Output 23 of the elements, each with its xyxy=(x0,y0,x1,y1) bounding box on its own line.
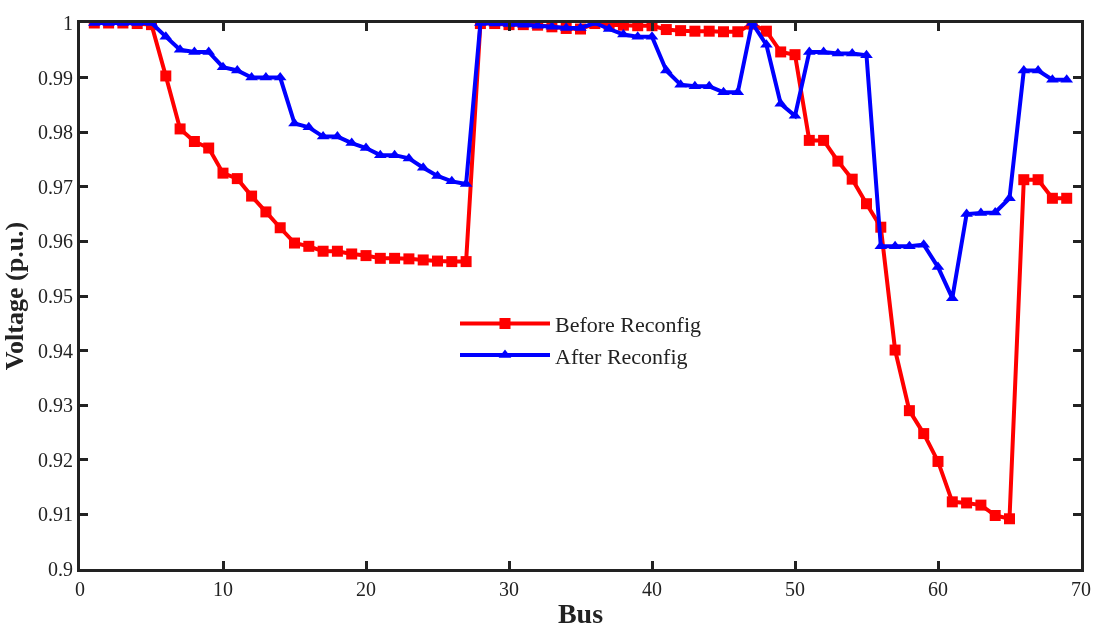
x-axis-title: Bus xyxy=(557,598,604,630)
x-tick-label: 50 xyxy=(785,578,805,600)
y-tick-label: 1 xyxy=(63,12,73,34)
y-tick-label: 0.96 xyxy=(38,230,73,253)
y-axis-title: Voltage (p.u.) xyxy=(0,221,29,371)
y-tick-label: 0.98 xyxy=(38,121,73,144)
x-tick-label: 10 xyxy=(213,578,233,600)
legend-label: After Reconfig xyxy=(555,343,688,369)
y-tick-label: 0.95 xyxy=(38,285,73,307)
y-tick-label: 0.94 xyxy=(38,339,73,362)
x-tick-label: 40 xyxy=(642,578,662,600)
x-tick-label: 70 xyxy=(1071,578,1091,600)
y-tick-label: 0.93 xyxy=(38,394,73,417)
y-tick-label: 0.97 xyxy=(38,175,73,198)
x-tick-label: 20 xyxy=(356,578,376,600)
y-tick-label: 0.92 xyxy=(38,448,73,471)
y-tick-label: 0.9 xyxy=(48,558,73,580)
legend-label: Before Reconfig xyxy=(555,312,701,338)
y-tick-label: 0.99 xyxy=(38,66,73,89)
x-tick-label: 60 xyxy=(928,578,948,600)
y-tick-label: 0.91 xyxy=(38,503,73,526)
x-tick-label: 30 xyxy=(499,578,519,600)
x-tick-label: 0 xyxy=(75,578,85,600)
